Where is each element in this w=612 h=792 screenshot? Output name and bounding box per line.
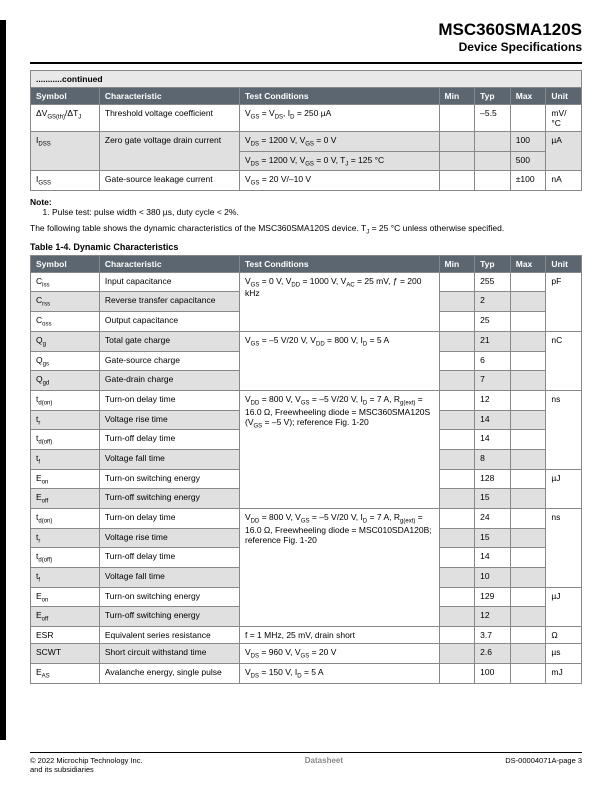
th-char: Characteristic (99, 88, 239, 105)
part-number: MSC360SMA120S (30, 20, 582, 40)
subtitle: Device Specifications (30, 40, 582, 54)
intro-text: The following table shows the dynamic ch… (30, 223, 582, 236)
table-caption: Table 1-4. Dynamic Characteristics (30, 242, 582, 252)
th-max: Max (510, 255, 546, 272)
th-char: Characteristic (99, 255, 239, 272)
copyright-sub: and its subsidiaries (30, 765, 143, 774)
page-content: MSC360SMA120S Device Specifications ....… (0, 0, 612, 684)
th-max: Max (510, 88, 546, 105)
th-unit: Unit (546, 255, 582, 272)
th-unit: Unit (546, 88, 582, 105)
th-cond: Test Conditions (240, 88, 440, 105)
side-bar (0, 20, 6, 740)
th-cond: Test Conditions (240, 255, 440, 272)
footer-left: © 2022 Microchip Technology Inc. and its… (30, 756, 143, 774)
header-rule (30, 62, 582, 64)
continued-label: ...........continued (31, 71, 582, 88)
th-typ: Typ (475, 255, 511, 272)
th-symbol: Symbol (31, 255, 100, 272)
continued-table: ...........continued Symbol Characterist… (30, 70, 582, 191)
note-block: Note: Pulse test: pulse width < 380 µs, … (30, 197, 582, 217)
th-symbol: Symbol (31, 88, 100, 105)
footer-center: Datasheet (305, 756, 343, 774)
page-footer: © 2022 Microchip Technology Inc. and its… (30, 752, 582, 774)
dynamic-table: Symbol Characteristic Test Conditions Mi… (30, 255, 582, 684)
note-item: Pulse test: pulse width < 380 µs, duty c… (52, 207, 582, 217)
footer-right: DS-00004071A-page 3 (505, 756, 582, 774)
th-min: Min (439, 88, 475, 105)
th-min: Min (439, 255, 475, 272)
page-header: MSC360SMA120S Device Specifications (30, 20, 582, 54)
th-typ: Typ (475, 88, 511, 105)
copyright: © 2022 Microchip Technology Inc. (30, 756, 143, 765)
note-title: Note: (30, 197, 582, 207)
